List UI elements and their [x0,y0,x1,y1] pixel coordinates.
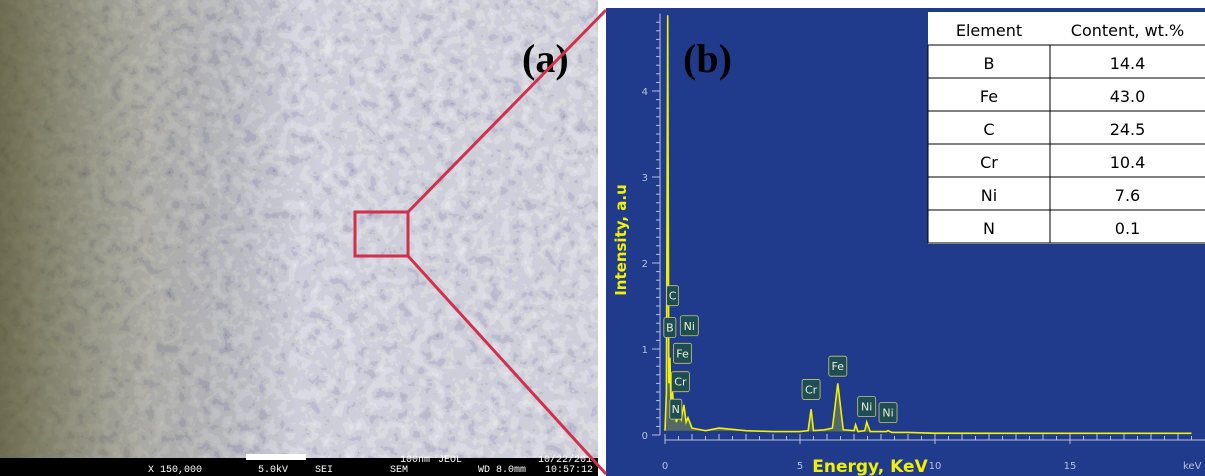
table-cell: 14.4 [1110,54,1146,73]
sem-shade [0,0,598,458]
peak-label: Cr [805,383,818,396]
scale-bar [246,454,306,460]
peak-label: Ni [684,320,695,333]
peak-label-box [670,371,690,393]
info-text: 10/22/201 [538,454,592,466]
y-tick-label: 3 [642,173,648,184]
table-cell: C [983,120,994,139]
peak-label-box [666,285,679,307]
peak-label-box [801,379,821,400]
info-text: X 150,000 [148,465,202,476]
info-text: WD 8.0mm [478,465,526,476]
panel-label: (a) [522,36,569,81]
table-header: Content, wt.% [1071,21,1184,40]
x-tick-label: 15 [1064,461,1077,472]
peak-label: Fe [832,360,845,373]
peak-label: Ni [882,407,893,420]
peak-label-box [663,317,677,338]
info-text: SEI [315,465,333,476]
table-cell: 43.0 [1110,87,1146,106]
peak-label-box [857,396,877,418]
peak-label-box [673,342,692,364]
peak-label-box [828,355,848,377]
info-text: 100nm [400,455,430,466]
table-background [928,12,1205,244]
peak-label: Fe [676,347,689,360]
peak-label: N [672,403,680,416]
y-tick-label: 4 [642,87,648,98]
info-text: JEOL [438,455,462,466]
peak-label-box [669,398,683,420]
spectrum: 0 1 2 3 4 0 5 10 15 C B Ni Fe Cr N Cr Fe Ni Ni [642,13,1205,472]
table-cell: Ni [981,186,997,205]
composition-table: Element Content, wt.% B 14.4 Fe 43.0 C 24.5 Cr 10… [927,12,1205,244]
x-tick-label: 5 [797,461,803,472]
peak-label: Ni [861,401,872,414]
panel-label: (b) [683,36,732,81]
peak-label-box [679,315,699,337]
y-axis-label: Intensity, a.u [612,184,630,296]
y-tick-label: 0 [642,431,648,442]
table-cell: Cr [980,153,998,172]
peak-label: B [666,322,674,335]
table-cell: 7.6 [1115,186,1140,205]
table-header: Element [956,21,1022,40]
peak-label: C [669,290,677,303]
table-cell: B [984,54,995,73]
table-cell: N [983,219,995,238]
zoom-box [353,210,410,258]
table-cell: 10.4 [1110,153,1146,172]
x-tick-label: 10 [929,461,942,472]
x-tick-label: 0 [662,461,668,472]
y-tick-label: 2 [642,259,648,270]
table-cell: Fe [980,87,998,106]
info-text: SEM [390,465,408,476]
x-axis-label: Energy, KeV [812,457,928,476]
zoom-line [406,254,608,476]
info-text: 10:57:12 [545,465,593,476]
table-cell: 24.5 [1110,120,1146,139]
x-unit: keV [1183,461,1202,472]
peak-label: Cr [674,376,687,389]
info-text: 5.0kV [258,464,288,476]
table-cell: 0.1 [1115,219,1140,238]
peak-label-box [878,402,898,424]
panel-a: X 150,000 5.0kV SEI SEM 100nm JEOL 10/22… [0,0,598,476]
info-bar [0,458,598,476]
y-tick-label: 1 [642,345,648,356]
zoom-line [406,8,608,214]
